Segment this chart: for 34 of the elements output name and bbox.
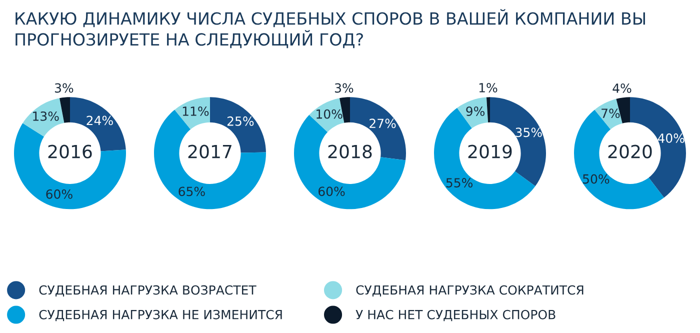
data-label: 1% <box>479 82 498 92</box>
legend-label: У НАС НЕТ СУДЕБНЫХ СПОРОВ <box>356 310 556 322</box>
data-label: 3% <box>54 83 74 93</box>
donut-slice <box>457 97 488 128</box>
text: 2018 <box>328 144 372 158</box>
text: 2016 <box>48 144 92 158</box>
data-label: 7% <box>602 108 620 118</box>
data-label: 13% <box>33 111 59 121</box>
legend-label: СУДЕБНАЯ НАГРУЗКА ВОЗРАСТЕТ <box>39 285 256 297</box>
data-label: 11% <box>182 106 209 116</box>
data-label: 9% <box>466 106 485 116</box>
data-label: 3% <box>334 83 354 93</box>
legend-label: СУДЕБНАЯ НАГРУЗКА НЕ ИЗМЕНИТСЯ <box>39 310 282 322</box>
donut-slice <box>486 97 490 122</box>
legend-label: СУДЕБНАЯ НАГРУЗКА СОКРАТИТСЯ <box>356 285 584 297</box>
donut-slice <box>22 98 64 137</box>
text: КАКУЮ ДИНАМИКУ ЧИСЛА СУДЕБНЫХ СПОРОВ В ВАШЕЙ КОМПАНИИ ВЫ ПРОГНОЗИРУЕТЕ НА СЛЕДУЮЩИЙ ГОД? <box>16 9 645 48</box>
text: 2019 <box>468 144 512 158</box>
data-label: 27% <box>370 118 396 128</box>
data-label: 4% <box>612 83 632 93</box>
donut-slice <box>174 97 210 130</box>
donut-slice <box>594 98 622 130</box>
text: 2020 <box>608 144 652 158</box>
data-label: 24% <box>86 116 113 126</box>
data-label: 35% <box>516 128 542 138</box>
donut-slice <box>60 97 70 123</box>
data-label: 55% <box>446 178 473 188</box>
text: 2017 <box>188 144 232 158</box>
data-label: 65% <box>178 186 205 196</box>
data-label: 50% <box>583 174 610 184</box>
data-label: 10% <box>316 109 342 119</box>
data-label: 60% <box>318 186 345 196</box>
data-label: 60% <box>46 189 72 199</box>
data-label: 25% <box>227 116 254 126</box>
